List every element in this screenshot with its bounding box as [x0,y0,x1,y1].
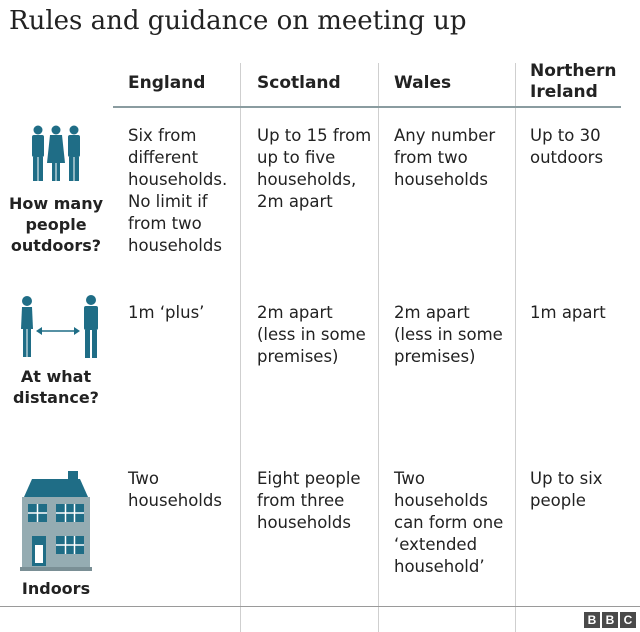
cell-northern-ireland-indoors: Up to six people [530,469,603,510]
row-label-outdoors: How many people outdoors? [8,194,104,255]
page-title: Rules and guidance on meeting up [9,6,467,36]
row-label-distance: At what distance? [13,367,99,407]
column-header-wales: Wales [394,73,452,93]
table-bottom-line [0,606,640,607]
bbc-logo-letter: C [620,612,636,628]
cell-northern-ireland-distance: 1m apart [530,303,606,322]
cell-northern-ireland-outdoors: Up to 30 outdoors [530,126,604,167]
column-header-northern-ireland: Northern Ireland [530,61,617,102]
row-label-indoors: Indoors [21,579,91,598]
cell-scotland-distance: 2m apart (less in some premises) [257,303,366,366]
column-header-england: England [128,73,206,93]
column-divider [515,63,516,632]
two-people-distance-icon [21,295,98,358]
bbc-logo-letter: B [584,612,600,628]
three-people-icon [32,125,80,181]
bbc-logo-letter: B [602,612,618,628]
cell-scotland-outdoors: Up to 15 from up to five households, 2m … [257,126,372,211]
cell-england-outdoors: Six from different households. No limit … [128,126,228,255]
cell-england-indoors: Two households [128,469,222,510]
cell-wales-indoors: Two households can form one ‘extended ho… [394,469,504,576]
cell-scotland-indoors: Eight people from three households [257,469,361,532]
column-divider [240,63,241,632]
house-icon [20,471,92,571]
cell-wales-outdoors: Any number from two households [394,126,496,189]
bbc-logo: B B C [584,612,636,628]
cell-england-distance: 1m ‘plus’ [128,303,205,322]
column-header-scotland: Scotland [257,73,341,93]
cell-wales-distance: 2m apart (less in some premises) [394,303,503,366]
column-divider [378,63,379,632]
header-underline [113,106,621,108]
